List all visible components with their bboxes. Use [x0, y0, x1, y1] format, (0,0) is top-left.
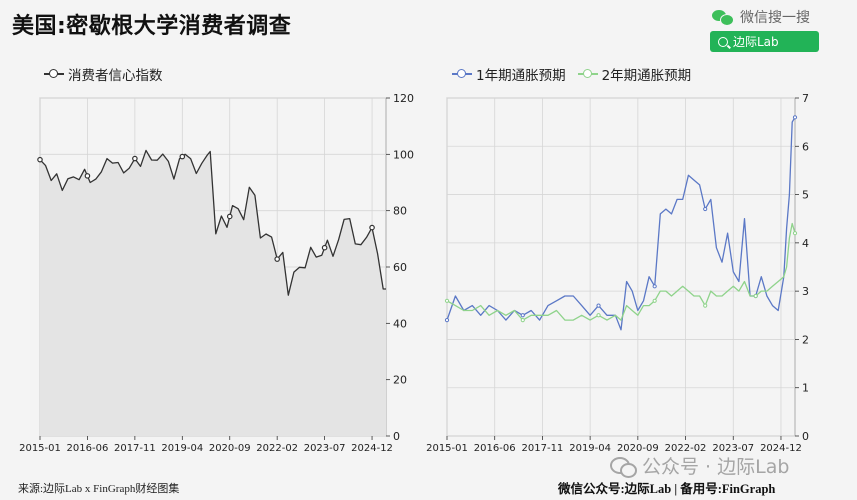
- inflation-x-tick-label: 2023-07: [712, 443, 754, 454]
- watermark: 公众号 · 边际Lab: [610, 452, 789, 479]
- inflation-y-tick-label: 1: [802, 382, 809, 395]
- footer-account: 微信公众号:边际Lab | 备用号:FinGraph: [558, 482, 776, 496]
- legend-item-one-year: 1年期通胀预期: [452, 64, 566, 84]
- legend-left: 消费者信心指数: [44, 64, 175, 84]
- sentiment-series-area: [40, 150, 386, 436]
- inflation-x-tick-label: 2015-01: [426, 443, 468, 454]
- inflation-x-tick-label: 2020-09: [617, 443, 659, 454]
- inflation-x-tick-label: 2017-11: [522, 443, 564, 454]
- wechat-icon: [712, 9, 734, 26]
- inflation-data-point-marker: [444, 318, 450, 323]
- sentiment-data-point-marker: [321, 244, 328, 251]
- inflation-data-point-marker: [652, 284, 657, 289]
- sentiment-data-point-marker: [132, 155, 138, 162]
- legend-right: 1年期通胀预期 2年期通胀预期: [452, 64, 703, 84]
- source-note: 来源:边际Lab x FinGraph财经图集: [18, 483, 180, 495]
- sentiment-data-point-marker: [226, 213, 233, 220]
- inflation-data-point-marker: [703, 303, 708, 308]
- legend-item-sentiment: 消费者信心指数: [44, 64, 163, 84]
- sentiment-x-tick-label: 2015-01: [19, 443, 61, 454]
- sentiment-y-tick-label: 120: [393, 92, 414, 105]
- legend-label: 消费者信心指数: [68, 68, 163, 84]
- inflation-x-tick-label: 2016-06: [474, 443, 516, 454]
- inflation-y-tick-label: 0: [802, 430, 809, 443]
- inflation-data-point-marker: [703, 206, 708, 212]
- legend-line-circle-icon: [44, 68, 64, 80]
- sentiment-y-tick-label: 20: [393, 374, 407, 387]
- inflation-data-point-marker: [596, 303, 601, 308]
- inflation-series-line-1: [446, 116, 796, 331]
- sentiment-x-tick-label: 2016-06: [67, 443, 109, 454]
- inflation-plot-frame: [446, 97, 796, 437]
- legend-line-circle-icon: [452, 68, 472, 80]
- inflation-y-tick-label: 3: [802, 285, 809, 298]
- sentiment-data-point-marker: [274, 256, 280, 262]
- inflation-y-tick-label: 5: [802, 189, 809, 202]
- inflation-x-tick-label: 2024-12: [760, 443, 802, 454]
- inflation-y-tick-label: 4: [802, 237, 809, 250]
- inflation-data-point-marker: [792, 115, 798, 120]
- page-title: 美国:密歇根大学消费者调查: [12, 14, 292, 39]
- sentiment-x-tick-label: 2022-02: [256, 443, 298, 454]
- sentiment-data-point-marker: [179, 153, 186, 160]
- watermark-text: 公众号 · 边际Lab: [642, 456, 790, 478]
- inflation-data-point-marker: [596, 313, 601, 318]
- sentiment-data-point-marker: [369, 224, 375, 231]
- sentiment-y-tick-label: 0: [393, 430, 400, 443]
- legend-label: 1年期通胀预期: [476, 68, 566, 84]
- wechat-search-label[interactable]: 微信搜一搜: [712, 7, 810, 27]
- inflation-data-point-marker: [520, 318, 525, 323]
- sentiment-x-tick-label: 2023-07: [304, 443, 346, 454]
- sentiment-y-tick-label: 60: [393, 261, 407, 274]
- inflation-data-point-marker: [444, 298, 450, 303]
- inflation-x-tick-label: 2022-02: [665, 443, 707, 454]
- legend-line-circle-icon: [577, 68, 598, 80]
- inflation-x-tick-label: 2019-04: [569, 443, 611, 454]
- sentiment-data-point-marker: [37, 156, 43, 163]
- inflation-data-point-marker: [520, 313, 525, 318]
- inflation-y-tick-label: 2: [802, 333, 809, 346]
- inflation-data-point-marker: [753, 293, 758, 299]
- legend-item-two-year: 2年期通胀预期: [577, 64, 692, 84]
- inflation-data-point-marker: [792, 231, 798, 236]
- search-icon: [718, 36, 728, 47]
- sentiment-y-tick-label: 80: [393, 205, 407, 218]
- search-button[interactable]: 边际Lab: [710, 31, 819, 52]
- sentiment-x-tick-label: 2019-04: [161, 443, 203, 454]
- wechat-search-text: 微信搜一搜: [740, 10, 810, 26]
- sentiment-x-tick-label: 2020-09: [209, 443, 251, 454]
- inflation-data-point-marker: [652, 298, 657, 303]
- sentiment-y-tick-label: 40: [393, 317, 407, 330]
- inflation-y-tick-label: 7: [802, 92, 809, 105]
- sentiment-y-tick-label: 100: [393, 148, 414, 161]
- sentiment-series-line-1: [39, 149, 386, 296]
- search-button-label: 边际Lab: [733, 35, 779, 49]
- legend-label: 2年期通胀预期: [601, 68, 692, 84]
- wechat-icon: [610, 456, 637, 478]
- sentiment-x-tick-label: 2024-12: [351, 443, 393, 454]
- inflation-y-tick-label: 6: [802, 140, 809, 153]
- sentiment-data-point-marker: [84, 173, 91, 179]
- sentiment-x-tick-label: 2017-11: [114, 443, 156, 454]
